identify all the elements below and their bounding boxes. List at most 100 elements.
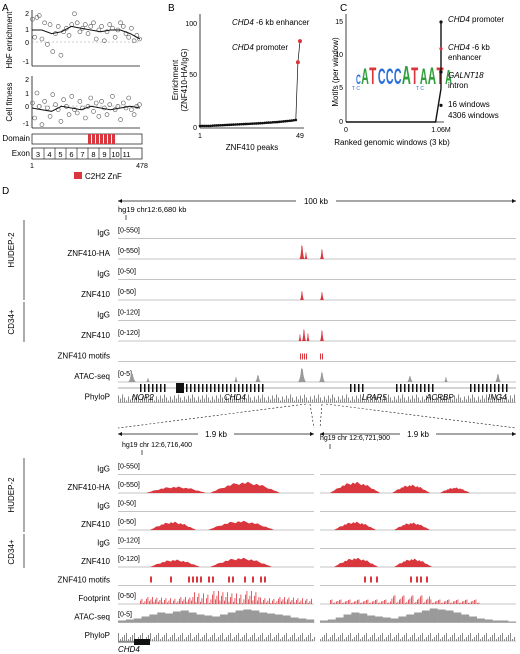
scatter-point: [45, 105, 50, 111]
track-range: [0-550]: [118, 482, 140, 489]
scatter-point: [137, 36, 142, 42]
panel-d: D 100 kb hg19 chr12:6,680 kb IgG [0-550] Z…: [2, 186, 517, 654]
fitness-tick-neg1: -1: [23, 121, 29, 128]
b-point: [263, 121, 266, 125]
scatter-point: [32, 34, 38, 40]
signal-peak: [150, 521, 196, 530]
b-point: [265, 121, 268, 124]
track-name: ZNF410-HA: [67, 249, 110, 258]
bottom-tracks: IgG [0-550] ZNF410-HA [0-550] IgG [0-50] ZNF41…: [58, 464, 517, 642]
c-point: [439, 47, 443, 51]
znf-legend-label: C2H2 ZnF: [85, 172, 122, 181]
exon-number: 7: [80, 150, 84, 159]
motif-tick: [192, 576, 194, 583]
scatter-point: [34, 90, 40, 96]
track-name: IgG: [97, 502, 110, 511]
motif-letter: C: [394, 64, 402, 89]
scatter-point: [85, 31, 91, 36]
signal-peak: [330, 481, 380, 493]
c-ann-intron: intron: [448, 81, 468, 90]
b-point: [204, 124, 208, 128]
scatter-point: [36, 13, 42, 18]
fitness-tick-1: 1: [25, 91, 29, 98]
b-point: [288, 119, 291, 123]
track-name: ZNF410 motifs: [58, 352, 110, 361]
signal-peak: [319, 372, 325, 382]
motif-tick: [410, 576, 412, 583]
signal-peak: [208, 520, 274, 530]
hbf-plot: HbF enrichment 2 1 0 -1: [5, 10, 142, 68]
track-name: IgG: [97, 465, 110, 474]
track-name: ZNF410: [81, 557, 110, 566]
b-point: [254, 122, 258, 125]
b-point: [232, 123, 235, 126]
motif-tick: [232, 576, 234, 583]
panel-letter-b: B: [168, 3, 175, 14]
b-point: [259, 121, 262, 125]
exon-number: 11: [123, 150, 131, 159]
gene-acrbp: ACRBP: [425, 393, 454, 402]
b-point: [221, 123, 225, 127]
b-point: [242, 122, 246, 126]
scatter-point: [66, 112, 72, 117]
scatter-point: [36, 104, 42, 109]
scatter-point: [69, 94, 75, 99]
track-range: [0-550]: [118, 228, 140, 235]
coord-top: hg19 chr12:6,680 kb: [118, 205, 186, 214]
b-points: [198, 39, 302, 128]
panel-letter-c: C: [340, 3, 347, 14]
panel-c: C Motifs (per window) 15 10 5 0 0 1.06M …: [331, 3, 504, 147]
signal-peak: [394, 558, 432, 567]
signal-peak: [320, 249, 324, 259]
track-name: PhyloP: [85, 393, 110, 402]
motif-letter: T: [411, 62, 418, 89]
motif-tick: [322, 353, 323, 360]
signal-peak: [304, 252, 308, 259]
signal-peak: [300, 291, 304, 300]
hbf-trend-line: [32, 25, 141, 40]
gene-chd4-bottom: CHD4: [118, 645, 140, 654]
b-xlabel: ZNF410 peaks: [226, 143, 278, 152]
znf-domain-blocks: [88, 134, 115, 144]
scatter-point: [110, 94, 115, 99]
hbf-axis-label: HbF enrichment: [5, 11, 14, 69]
c-ann-enhancer-line2: enhancer: [448, 53, 482, 62]
b-point: [213, 124, 216, 127]
motif-tick: [264, 576, 266, 583]
c-window-line: [346, 22, 442, 123]
b-ylabel-line1: Enrichment: [171, 59, 180, 100]
scatter-point: [96, 114, 102, 119]
scale-zoom-right: 1.9 kb: [407, 430, 429, 439]
b-line: [200, 41, 301, 127]
signal-peak: [320, 330, 324, 341]
b-promoter-annotation: CHD4 promoter: [232, 43, 288, 52]
motif-tick: [200, 576, 202, 583]
motif-tick: [420, 576, 422, 583]
signal-peak: [210, 557, 272, 567]
b-point: [267, 121, 271, 124]
fitness-tick-2: 2: [25, 77, 29, 84]
b-point: [269, 121, 273, 124]
scatter-point: [107, 22, 113, 27]
signal-peak: [150, 559, 200, 567]
top-tracks: IgG [0-550] ZNF410-HA [0-550] IgG [0-50] ZNF41…: [58, 228, 516, 403]
motif-tick: [300, 353, 301, 360]
scatter-point: [72, 107, 77, 112]
scatter-point: [45, 42, 50, 47]
hbf-tick-neg1: -1: [23, 59, 29, 66]
b-point: [252, 122, 256, 125]
b-point: [271, 120, 275, 124]
motif-tick: [304, 353, 305, 360]
cd34-label-bottom: CD34+: [7, 539, 16, 564]
signal-peak: [128, 373, 136, 382]
b-point: [209, 124, 212, 128]
signal-peak: [407, 376, 413, 382]
scatter-point: [74, 110, 80, 116]
signal-peak: [444, 377, 448, 382]
scatter-point: [118, 20, 123, 26]
b-point: [229, 123, 233, 127]
scatter-point: [88, 95, 94, 101]
exon-number: 10: [111, 150, 119, 159]
scatter-point: [83, 115, 88, 121]
